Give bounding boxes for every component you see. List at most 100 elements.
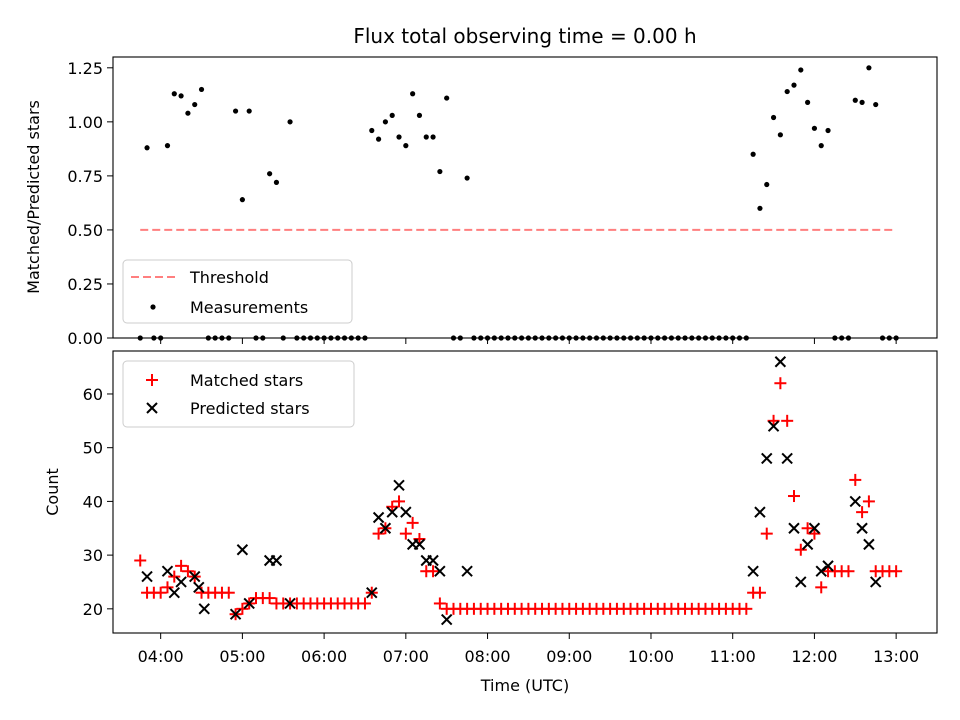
measurement-point xyxy=(437,168,443,175)
measurement-point xyxy=(416,112,423,118)
x-tick-label: 11:00 xyxy=(710,647,756,666)
measurement-point xyxy=(369,127,375,134)
measurement-point xyxy=(873,101,879,108)
measurement-point xyxy=(410,91,416,97)
measurement-point xyxy=(784,88,790,95)
measurement-point xyxy=(192,101,198,108)
predicted-star-point xyxy=(849,495,861,508)
bottom-y-tick-label: 30 xyxy=(83,546,103,565)
predicted-star-point xyxy=(747,565,759,577)
measurement-point xyxy=(777,132,783,138)
predicted-star-point xyxy=(379,522,392,534)
top-y-tick-label: 1.25 xyxy=(67,59,103,78)
predicted-star-point xyxy=(795,576,807,588)
legend-measurements-marker xyxy=(150,304,156,310)
measurement-point xyxy=(287,119,293,125)
x-tick-label: 07:00 xyxy=(383,647,429,666)
measurement-point xyxy=(757,205,763,211)
predicted-star-point xyxy=(284,597,296,610)
x-tick-label: 08:00 xyxy=(464,647,510,666)
matched-star-point xyxy=(774,377,787,390)
matched-star-point xyxy=(753,586,766,599)
measurement-point xyxy=(811,125,818,131)
measurement-point xyxy=(382,119,388,125)
predicted-star-point xyxy=(161,565,174,577)
matched-star-point xyxy=(856,506,869,519)
x-tick-label: 12:00 xyxy=(791,647,837,666)
measurement-point xyxy=(273,179,280,185)
measurement-point xyxy=(430,134,436,140)
matched-star-point xyxy=(794,543,807,556)
matched-star-point xyxy=(862,495,875,508)
measurement-point xyxy=(403,143,409,149)
measurement-point xyxy=(764,181,770,188)
top-x-ticks xyxy=(160,338,897,344)
legend-threshold-label: Threshold xyxy=(189,268,269,287)
measurement-point xyxy=(198,86,205,93)
measurement-point xyxy=(171,91,177,97)
measurement-point xyxy=(852,97,858,103)
measurement-point xyxy=(389,112,395,118)
matched-star-point xyxy=(134,554,147,567)
predicted-star-point xyxy=(440,613,453,626)
predicted-star-point xyxy=(815,565,827,577)
bottom-legend-box xyxy=(122,360,355,428)
predicted-star-point xyxy=(236,544,249,556)
bottom-plot-frame xyxy=(112,350,938,634)
top-legend-box xyxy=(122,259,353,324)
predicted-star-point xyxy=(767,420,780,432)
matched-star-point xyxy=(842,565,855,578)
bottom-x-axis: 04:00 05:00 06:00 07:00 08:00 09:00 10:00 11:00… xyxy=(138,633,919,666)
predicted-star-point xyxy=(434,565,446,577)
matched-star-point xyxy=(263,592,276,605)
measurement-point xyxy=(232,108,239,114)
top-panel: 0.00 0.25 0.50 0.75 1.00 1.25 Matched/Predict… xyxy=(24,56,938,348)
bottom-legend: Matched stars Predicted stars xyxy=(122,360,355,428)
measurement-point xyxy=(375,136,382,142)
legend-matched-label: Matched stars xyxy=(190,371,303,390)
matched-star-point xyxy=(236,602,249,615)
matched-star-point xyxy=(787,490,800,503)
predicted-star-point xyxy=(754,506,766,518)
predicted-star-point xyxy=(270,554,283,567)
matched-star-point xyxy=(849,473,862,486)
chart-title: Flux total observing time = 0.00 h xyxy=(353,24,696,48)
bottom-y-tick-label: 40 xyxy=(83,492,103,511)
x-tick-label: 09:00 xyxy=(546,647,592,666)
predicted-star-point xyxy=(366,587,378,599)
predicted-star-point xyxy=(393,479,405,491)
predicted-star-point xyxy=(427,554,439,567)
bottom-y-tick-label: 50 xyxy=(83,439,103,458)
bottom-y-axis-label: Count xyxy=(43,468,62,516)
measurement-point xyxy=(396,134,402,140)
top-y-tick-label: 1.00 xyxy=(67,113,103,132)
top-plot-frame xyxy=(112,56,938,339)
top-y-axis-label: Matched/Predicted stars xyxy=(24,100,43,294)
measurement-point xyxy=(246,108,252,114)
bottom-marks xyxy=(134,356,903,626)
measurement-point xyxy=(825,127,831,134)
measurement-point xyxy=(267,171,273,177)
predicted-star-point xyxy=(189,570,201,583)
matched-star-point xyxy=(427,565,440,578)
predicted-star-point xyxy=(198,603,210,615)
predicted-star-point xyxy=(175,576,187,588)
matched-star-point xyxy=(740,602,753,615)
predicted-star-point xyxy=(372,511,385,524)
bottom-y-axis: 20 30 40 50 60 xyxy=(83,385,113,619)
legend-predicted-marker xyxy=(146,402,158,414)
matched-star-point xyxy=(372,527,385,540)
predicted-star-point xyxy=(229,608,242,620)
predicted-star-point xyxy=(870,576,882,588)
measurement-point xyxy=(798,67,804,73)
measurement-point xyxy=(859,99,865,105)
predicted-star-point xyxy=(761,452,773,465)
predicted-star-point xyxy=(781,452,793,465)
bottom-y-tick-label: 20 xyxy=(83,600,103,619)
predicted-star-point xyxy=(461,565,473,577)
bottom-panel: 20 30 40 50 60 04:00 05:00 06:00 07:00 08:00 09:0… xyxy=(43,350,938,695)
predicted-star-point xyxy=(141,570,153,583)
matched-star-point xyxy=(161,581,174,594)
